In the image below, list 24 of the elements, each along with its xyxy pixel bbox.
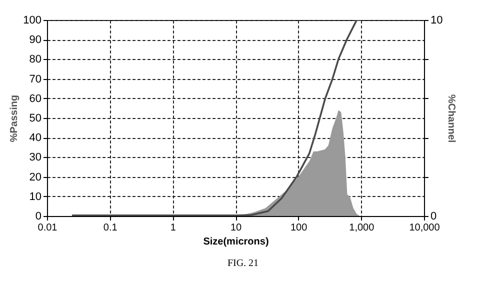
- y-tick-label: 10: [29, 190, 42, 203]
- x-tick-label: 10,000: [409, 222, 440, 234]
- x-axis-title: Size(microns): [203, 236, 269, 248]
- x-tick-label: 1: [170, 222, 176, 234]
- caption: FIG. 21: [226, 258, 260, 269]
- x-tick-label: 10: [230, 222, 242, 234]
- y2-axis-title: %Channel: [446, 94, 457, 143]
- y-tick-label: 30: [29, 152, 42, 164]
- y-tick-label: 100: [23, 14, 42, 26]
- x-tick-label: 1,000: [349, 222, 375, 234]
- y2-tick-label: 10: [430, 14, 443, 26]
- y-tick-label: 80: [29, 54, 42, 66]
- x-tick-label: 0.01: [38, 222, 58, 234]
- x-tick-label: 100: [290, 222, 308, 234]
- y-tick-label: 50: [29, 112, 42, 124]
- y2-tick-label: 0: [430, 210, 437, 222]
- y-tick-label: 90: [29, 34, 42, 46]
- y-tick-label: 40: [29, 132, 42, 144]
- y-tick-label: 60: [29, 92, 42, 105]
- y-axis-title: %Passing: [9, 94, 20, 142]
- y-tick-label: 0: [35, 210, 42, 222]
- y-tick-label: 70: [29, 73, 42, 86]
- y-tick-label: 20: [29, 171, 42, 184]
- x-tick-label: 0.1: [103, 222, 118, 234]
